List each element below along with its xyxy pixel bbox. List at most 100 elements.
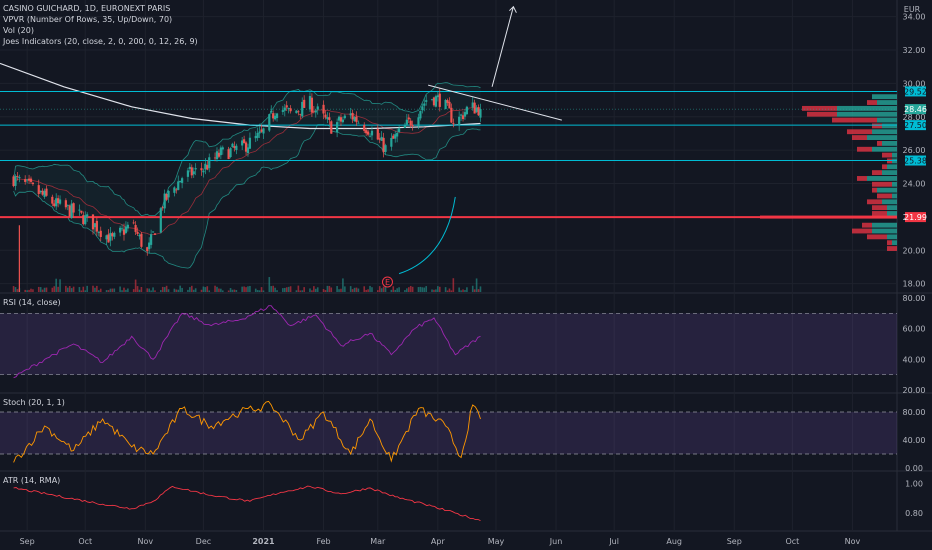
candle-body (109, 232, 112, 241)
volume-bar (105, 290, 108, 292)
volume-bar (376, 290, 379, 292)
volume-bar (406, 288, 408, 292)
volume-bar (450, 290, 453, 292)
candle-body (132, 222, 135, 224)
atr-pane-label[interactable]: ATR (14, RMA) (3, 476, 61, 485)
rsi-pane-label[interactable]: RSI (14, close) (3, 298, 61, 307)
volume-bar (127, 288, 129, 292)
candle-body (97, 232, 100, 233)
volume-bar (241, 286, 243, 292)
volume-bar (336, 286, 338, 292)
candle-body (78, 209, 81, 211)
candle-body (246, 147, 250, 154)
candle-body (80, 210, 83, 213)
candle-body (339, 117, 343, 122)
volume-bar (45, 287, 48, 292)
volume-bar (32, 289, 34, 292)
vpvr-bar-down (877, 193, 892, 199)
volume-bar (475, 278, 478, 292)
vpvr-bar-down (872, 181, 892, 187)
price-pane[interactable]: E (0, 5, 897, 292)
vpvr-bar-up (872, 94, 897, 100)
vpvr-bar-up (882, 140, 897, 146)
volume-bar (86, 285, 88, 292)
candle-body (91, 214, 95, 230)
joes-indicators-legend[interactable]: Joes Indicators (20, close, 2, 0, 200, 0… (3, 37, 198, 46)
candle-body (188, 166, 191, 169)
atr-pane[interactable] (13, 485, 481, 522)
price-axis-tick-label: 18.00 (903, 280, 926, 289)
candle-body (39, 190, 42, 193)
volume-bar (289, 286, 292, 292)
volume-bar (326, 285, 329, 292)
rsi-series-line (13, 305, 481, 379)
candle-body (287, 107, 290, 110)
stoch-pane[interactable] (0, 400, 897, 463)
candle-body (136, 231, 139, 234)
vpvr-legend[interactable]: VPVR (Number Of Rows, 35, Up/Down, 70) (3, 15, 173, 24)
volume-bar (258, 290, 261, 292)
volume-bar (30, 288, 32, 292)
candle-body (260, 129, 263, 132)
candle-body (105, 235, 108, 240)
candle-body (161, 207, 164, 209)
volume-bar (94, 287, 96, 292)
volume-bar (295, 290, 298, 292)
candle-body (27, 178, 31, 181)
volume-bar (363, 286, 366, 292)
vpvr-bar-down (887, 246, 897, 251)
candle-body (18, 176, 21, 179)
candle-body (24, 179, 27, 182)
candle-body (31, 182, 35, 185)
volume-bar (194, 288, 197, 292)
candle-body (479, 109, 482, 118)
candle-body (310, 97, 314, 113)
volume-bar (351, 289, 354, 292)
candle-body (376, 128, 379, 140)
candle-body (297, 111, 300, 113)
volume-bar (411, 286, 414, 292)
candle-body (186, 170, 190, 177)
candle-body (390, 137, 393, 147)
volume-bar (314, 288, 317, 292)
earnings-marker-label: E (385, 278, 390, 287)
vpvr-bar-down (872, 187, 877, 193)
candle-body (444, 99, 447, 110)
candle-body (254, 135, 257, 139)
candle-body (243, 139, 246, 144)
vpvr-bar-up (882, 170, 897, 176)
volume-bar (51, 287, 54, 292)
volume-bar (283, 287, 286, 292)
projection-arrow-line (491, 6, 514, 87)
candle-body (384, 145, 387, 152)
candle-body (299, 113, 302, 115)
vpvr-bar-down (852, 228, 872, 234)
volume-bar (479, 286, 482, 292)
volume-bar (72, 286, 75, 292)
stoch-pane-label[interactable]: Stoch (20, 1, 1) (3, 398, 65, 407)
vpvr-bar-down (862, 222, 872, 228)
vpvr-bar-up (892, 152, 897, 158)
x-axis-tick-label: Mar (370, 537, 386, 546)
volume-bar (355, 287, 358, 292)
volume-bar (140, 286, 143, 292)
chart-title: CASINO GUICHARD, 1D, EURONEXT PARIS (3, 4, 171, 13)
candle-body (289, 108, 292, 112)
candle-body (314, 110, 317, 113)
volume-bar (123, 287, 125, 292)
candle-body (343, 115, 346, 119)
volume-bar (256, 290, 259, 292)
price-tag-box (905, 212, 926, 223)
candle-body (270, 110, 273, 113)
volume-bar (245, 287, 247, 292)
candle-body (366, 131, 370, 135)
rsi-pane[interactable] (0, 305, 897, 379)
candle-body (421, 106, 424, 111)
candle-body (151, 231, 155, 233)
volume-bar (68, 286, 71, 292)
candle-body (124, 226, 128, 233)
candle-body (159, 208, 162, 233)
volume-bar (134, 279, 137, 292)
volume-legend[interactable]: Vol (20) (3, 26, 34, 35)
